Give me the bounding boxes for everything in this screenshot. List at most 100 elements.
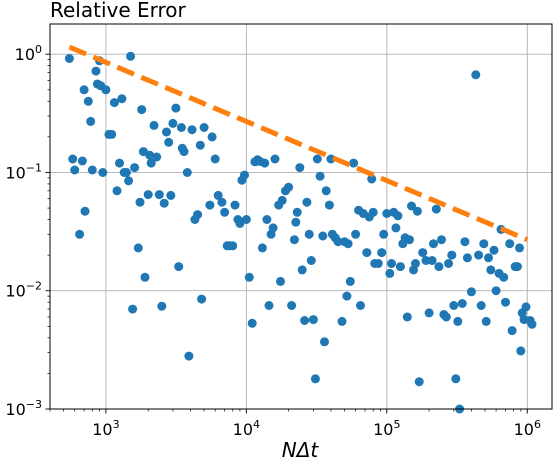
data-point (449, 301, 459, 310)
data-point (447, 250, 457, 260)
data-point (133, 243, 143, 253)
data-point (466, 287, 476, 297)
data-point (489, 245, 499, 255)
data-point (407, 201, 416, 211)
data-point (80, 206, 90, 216)
data-point (451, 374, 461, 384)
grid-lines (50, 24, 552, 410)
data-point (373, 259, 383, 268)
data-point (210, 154, 220, 164)
data-point (143, 190, 153, 200)
data-point (126, 51, 136, 61)
data-point (124, 176, 134, 186)
data-point (152, 152, 162, 162)
data-point (486, 265, 496, 275)
data-point (64, 54, 74, 63)
data-point (321, 186, 331, 196)
data-point (368, 207, 378, 217)
data-point (302, 197, 312, 207)
data-point (295, 163, 305, 173)
data-point (324, 200, 334, 210)
data-point (402, 312, 412, 322)
data-point (491, 286, 501, 296)
data-point (460, 237, 470, 247)
data-point (411, 259, 420, 268)
data-point (306, 256, 316, 265)
data-point (197, 294, 207, 304)
data-point (412, 206, 422, 216)
data-point (481, 316, 491, 326)
data-point (476, 301, 486, 310)
data-point (471, 70, 481, 80)
data-point (434, 262, 444, 272)
data-point (527, 319, 537, 329)
data-point (91, 66, 101, 76)
data-point (501, 297, 510, 307)
data-point (257, 243, 267, 253)
data-point (199, 123, 209, 132)
data-point (318, 231, 328, 241)
data-point (427, 256, 437, 265)
data-point (262, 215, 272, 224)
data-point (315, 171, 325, 181)
data-point (182, 168, 192, 177)
data-point (516, 346, 526, 356)
data-point (87, 165, 97, 175)
data-point (247, 318, 257, 328)
data-point (79, 85, 89, 95)
data-point (300, 316, 310, 325)
data-point (437, 235, 446, 245)
data-point (70, 165, 80, 175)
data-point (292, 207, 302, 217)
data-point (117, 94, 127, 104)
data-point (351, 229, 361, 239)
data-point (297, 265, 307, 275)
y-tick-label: 100 (15, 43, 42, 64)
data-point (101, 85, 111, 95)
data-point (515, 243, 524, 253)
data-point (244, 272, 254, 282)
x-tick-label: 104 (233, 418, 260, 439)
data-point (217, 197, 227, 207)
data-point (164, 137, 174, 147)
data-point (377, 248, 387, 258)
data-point (385, 268, 395, 278)
data-point (505, 239, 515, 249)
data-point (462, 253, 472, 263)
plot-frame (49, 23, 553, 410)
data-point (270, 154, 280, 164)
data-point (405, 235, 414, 245)
data-point (159, 198, 169, 208)
data-point (115, 158, 124, 168)
data-point (499, 272, 509, 282)
data-point (86, 116, 96, 126)
data-point (162, 127, 171, 137)
data-point (264, 301, 274, 310)
data-point (207, 132, 217, 142)
data-point (135, 197, 145, 207)
data-point (112, 186, 122, 196)
data-point (387, 259, 396, 268)
data-point (444, 259, 453, 268)
y-tick-label: 10−2 (5, 280, 42, 301)
data-point (98, 168, 108, 177)
data-point (184, 351, 194, 361)
data-point (367, 174, 377, 184)
data-point (179, 147, 189, 157)
data-point (521, 302, 531, 312)
data-point (174, 262, 184, 272)
axis-ticks: 103 104 105 106 100 10−1 10−2 10−3 (5, 43, 541, 439)
data-point (121, 168, 131, 177)
data-point (310, 374, 320, 384)
reference-line-segment (68, 44, 529, 243)
data-point (289, 235, 299, 245)
data-point (457, 299, 467, 308)
data-point (349, 158, 359, 168)
data-point (166, 190, 176, 200)
data-point (414, 377, 424, 387)
data-point (474, 250, 484, 260)
data-point (337, 316, 347, 326)
data-point (171, 103, 181, 113)
data-point (176, 123, 186, 132)
